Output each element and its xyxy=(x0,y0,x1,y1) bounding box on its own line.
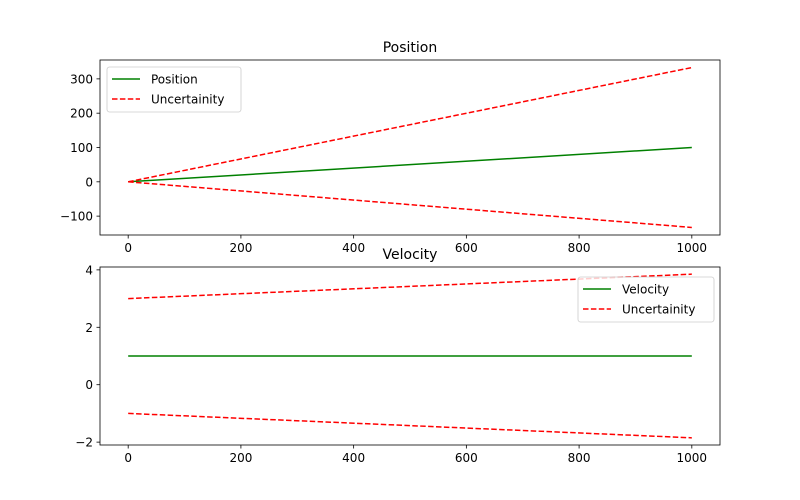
series-line-1 xyxy=(128,146,692,183)
x-tick-label: 1000 xyxy=(677,241,708,255)
x-tick-label: 200 xyxy=(229,241,252,255)
y-tick-label: 100 xyxy=(70,141,93,155)
legend-label: Velocity xyxy=(622,283,669,297)
series-line-3 xyxy=(128,412,692,439)
chart-panel-1: 0 200 400 600 800 1000−1000100200300PositionP… xyxy=(60,40,721,255)
chart-title: Position xyxy=(383,40,438,56)
legend-label: Uncertainity xyxy=(151,93,224,107)
x-tick-label: 0 xyxy=(124,451,132,465)
y-tick-label: −100 xyxy=(60,210,93,224)
chart-title: Velocity xyxy=(383,247,438,263)
x-tick-label: 800 xyxy=(568,241,591,255)
y-tick-label: 0 xyxy=(85,378,93,392)
y-tick-label: 2 xyxy=(85,321,93,335)
x-tick-label: 400 xyxy=(342,241,365,255)
y-tick-label: 4 xyxy=(85,263,93,277)
legend: Velocity Uncertainity xyxy=(577,276,715,323)
x-tick-label: 800 xyxy=(568,451,591,465)
x-tick-label: 1000 xyxy=(677,451,708,465)
y-tick-label: 0 xyxy=(85,175,93,189)
series-line-3 xyxy=(128,181,692,229)
y-tick-label: 200 xyxy=(70,107,93,121)
x-tick-label: 0 xyxy=(124,241,132,255)
x-tick-label: 600 xyxy=(455,241,478,255)
x-tick-label: 400 xyxy=(342,451,365,465)
y-tick-label: −2 xyxy=(75,436,93,450)
legend-box xyxy=(577,276,715,323)
legend-label: Position xyxy=(151,73,198,87)
legend-box xyxy=(106,66,242,113)
series-line-2 xyxy=(128,66,692,183)
chart-panel-2: 0 200 400 600 800 1000 −2 0 2 4 Velocity Velocity Un… xyxy=(75,247,721,465)
legend-label: Uncertainity xyxy=(622,303,695,317)
legend: Position Uncertainity xyxy=(106,66,242,113)
axes-frame xyxy=(99,266,721,446)
x-tick-label: 600 xyxy=(455,451,478,465)
y-tick-label: 300 xyxy=(70,72,93,86)
x-tick-label: 200 xyxy=(229,451,252,465)
